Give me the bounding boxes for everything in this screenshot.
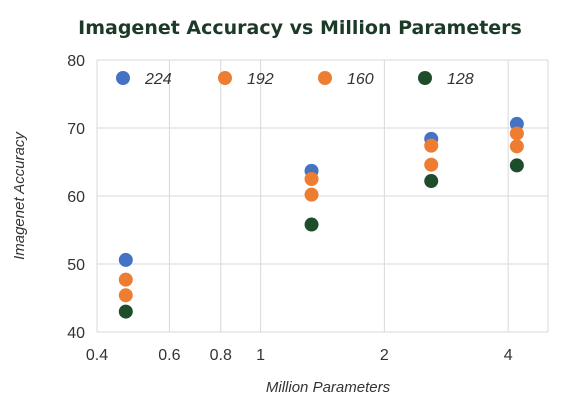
data-point-128 [304, 217, 319, 232]
y-axis-ticks: 40 50 60 70 80 [67, 53, 85, 342]
x-axis-ticks: 0.4 0.6 0.8 1 2 4 [86, 347, 513, 364]
legend-marker-192 [218, 71, 232, 85]
legend-marker-160 [318, 71, 332, 85]
x-tick-label: 2 [380, 347, 389, 364]
x-axis-label: Million Parameters [266, 379, 391, 396]
y-tick-label: 60 [67, 189, 85, 206]
data-point-160 [118, 288, 133, 303]
grid [96, 59, 549, 333]
chart-title: Imagenet Accuracy vs Million Parameters [78, 17, 522, 39]
x-tick-label: 1 [256, 347, 265, 364]
legend-label-128: 128 [447, 71, 474, 88]
legend-marker-128 [418, 71, 432, 85]
data-point-128 [118, 304, 133, 319]
data-point-160 [424, 157, 439, 172]
data-point-160 [509, 139, 524, 154]
data-point-192 [509, 126, 524, 141]
data-point-128 [424, 174, 439, 189]
x-tick-label: 0.8 [210, 347, 232, 364]
data-point-128 [509, 158, 524, 173]
data-point-192 [304, 172, 319, 186]
x-tick-label: 0.4 [86, 347, 108, 364]
x-tick-label: 4 [504, 347, 513, 364]
legend-label-224: 224 [144, 71, 172, 88]
y-axis-label: Imagenet Accuracy [11, 131, 28, 260]
data-point-192 [118, 272, 133, 287]
y-tick-label: 80 [67, 53, 85, 70]
data-point-160 [304, 187, 319, 202]
y-tick-label: 50 [67, 257, 85, 274]
data-point-224 [118, 252, 133, 267]
y-tick-label: 40 [67, 325, 85, 342]
data-points [118, 116, 524, 319]
data-point-192 [424, 138, 439, 153]
legend-label-160: 160 [347, 71, 374, 88]
legend-label-192: 192 [247, 71, 274, 88]
legend: 224 192 160 128 [116, 71, 474, 88]
legend-marker-224 [116, 71, 130, 85]
y-tick-label: 70 [67, 121, 85, 138]
x-tick-label: 0.6 [158, 347, 180, 364]
